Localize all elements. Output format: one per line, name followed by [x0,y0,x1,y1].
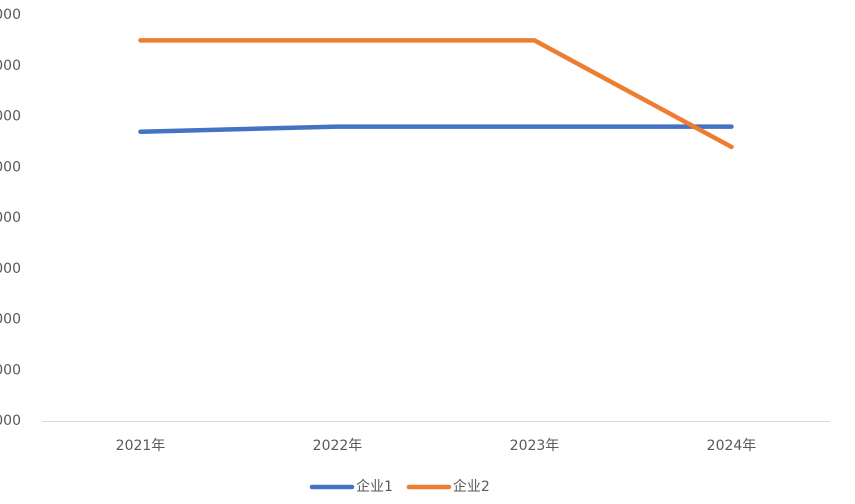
series-line [138,38,734,150]
y-tick-label: 13000 [0,261,21,277]
series-line [138,124,734,134]
y-tick-label: 16000 [0,109,21,125]
x-tick-label: 2022年 [313,438,363,454]
legend-label: 企业2 [453,478,490,495]
y-tick-label: 10000 [0,413,21,429]
y-tick-label: 17000 [0,58,21,74]
x-tick-label: 2024年 [707,438,757,454]
y-tick-label: 11000 [0,362,21,378]
y-tick-label: 14000 [0,210,21,226]
x-tick-label: 2021年 [116,438,166,454]
x-tick-label: 2023年 [510,438,560,454]
legend-label: 企业1 [356,478,393,495]
y-tick-label: 15000 [0,159,21,175]
y-tick-label: 18000 [0,7,21,23]
y-tick-label: 12000 [0,312,21,328]
